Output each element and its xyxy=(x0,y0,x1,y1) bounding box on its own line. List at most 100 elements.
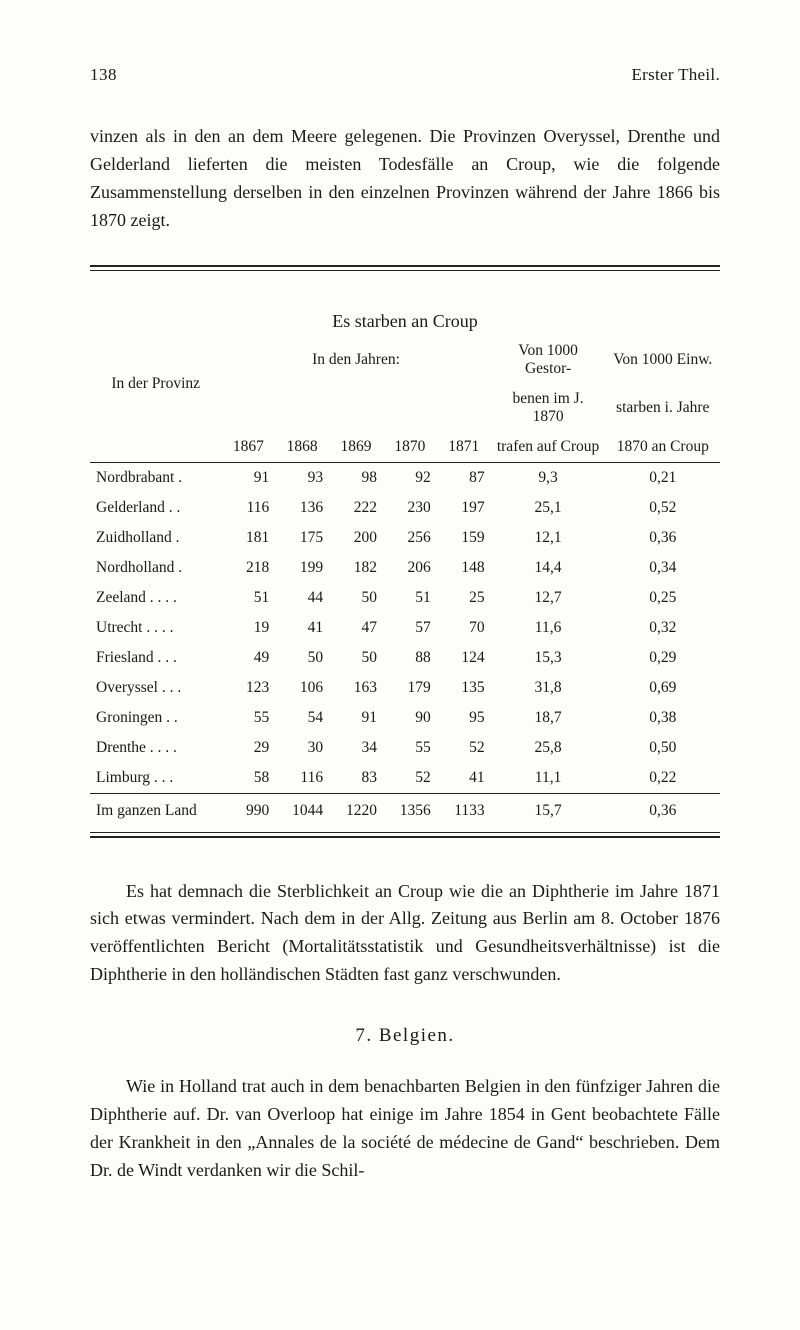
table-row: Utrecht . . . . 19 41 47 57 70 11,6 0,32 xyxy=(90,613,720,643)
table-row: Zeeland . . . . 51 44 50 51 25 12,7 0,25 xyxy=(90,583,720,613)
col-header-einw-3: 1870 an Croup xyxy=(606,432,720,463)
cell-val: 55 xyxy=(383,733,437,763)
cell-prov: Overyssel . . . xyxy=(90,673,221,703)
table-row: Drenthe . . . . 29 30 34 55 52 25,8 0,50 xyxy=(90,733,720,763)
cell-prov: Groningen . . xyxy=(90,703,221,733)
col-header-einw-2: starben i. Jahre xyxy=(606,384,720,432)
cell-val: 29 xyxy=(221,733,275,763)
cell-val: 50 xyxy=(329,583,383,613)
cell-val: 90 xyxy=(383,703,437,733)
col-header-gestor-3: trafen auf Croup xyxy=(491,432,606,463)
cell-val: 55 xyxy=(221,703,275,733)
cell-g: 15,7 xyxy=(491,793,606,826)
col-header-jahren: In den Jahren: xyxy=(221,336,490,384)
cell-val: 159 xyxy=(437,523,491,553)
cell-prov: Limburg . . . xyxy=(90,763,221,794)
cell-val: 197 xyxy=(437,493,491,523)
cell-val: 218 xyxy=(221,553,275,583)
col-header-einw-1: Von 1000 Einw. xyxy=(606,336,720,384)
cell-e: 0,52 xyxy=(606,493,720,523)
cell-val: 136 xyxy=(275,493,329,523)
croup-table: In der Provinz In den Jahren: Von 1000 G… xyxy=(90,336,720,826)
cell-val: 179 xyxy=(383,673,437,703)
page: 138 Erster Theil. vinzen als in den an d… xyxy=(0,0,800,1330)
cell-e: 0,38 xyxy=(606,703,720,733)
cell-val: 116 xyxy=(221,493,275,523)
table-row: Gelderland . . 116 136 222 230 197 25,1 … xyxy=(90,493,720,523)
cell-prov: Nordbrabant . xyxy=(90,462,221,493)
cell-g: 18,7 xyxy=(491,703,606,733)
cell-prov-sum: Im ganzen Land xyxy=(90,793,221,826)
cell-val: 34 xyxy=(329,733,383,763)
cell-e: 0,36 xyxy=(606,523,720,553)
col-header-year-1870: 1870 xyxy=(383,432,437,463)
paragraph-3-text: Wie in Holland trat auch in dem benachba… xyxy=(90,1076,720,1180)
cell-val: 54 xyxy=(275,703,329,733)
page-header: 138 Erster Theil. xyxy=(90,65,720,85)
cell-prov: Gelderland . . xyxy=(90,493,221,523)
cell-e: 0,36 xyxy=(606,793,720,826)
cell-val: 41 xyxy=(275,613,329,643)
table-row: Nordholland . 218 199 182 206 148 14,4 0… xyxy=(90,553,720,583)
cell-val: 95 xyxy=(437,703,491,733)
cell-val: 92 xyxy=(383,462,437,493)
cell-g: 12,7 xyxy=(491,583,606,613)
cell-val: 124 xyxy=(437,643,491,673)
cell-val: 51 xyxy=(383,583,437,613)
table-row: Nordbrabant . 91 93 98 92 87 9,3 0,21 xyxy=(90,462,720,493)
table-row: Zuidholland . 181 175 200 256 159 12,1 0… xyxy=(90,523,720,553)
cell-val: 87 xyxy=(437,462,491,493)
cell-e: 0,34 xyxy=(606,553,720,583)
cell-e: 0,50 xyxy=(606,733,720,763)
cell-val: 163 xyxy=(329,673,383,703)
cell-e: 0,69 xyxy=(606,673,720,703)
cell-val: 52 xyxy=(383,763,437,794)
cell-val: 116 xyxy=(275,763,329,794)
cell-val: 49 xyxy=(221,643,275,673)
cell-val: 51 xyxy=(221,583,275,613)
cell-g: 14,4 xyxy=(491,553,606,583)
cell-e: 0,21 xyxy=(606,462,720,493)
cell-val: 1133 xyxy=(437,793,491,826)
cell-val: 222 xyxy=(329,493,383,523)
cell-val: 70 xyxy=(437,613,491,643)
cell-val: 135 xyxy=(437,673,491,703)
cell-val: 148 xyxy=(437,553,491,583)
cell-val: 199 xyxy=(275,553,329,583)
cell-e: 0,25 xyxy=(606,583,720,613)
cell-g: 11,6 xyxy=(491,613,606,643)
cell-g: 15,3 xyxy=(491,643,606,673)
cell-e: 0,29 xyxy=(606,643,720,673)
table-title: Es starben an Croup xyxy=(90,311,720,332)
cell-val: 1356 xyxy=(383,793,437,826)
cell-val: 25 xyxy=(437,583,491,613)
paragraph-2-text: Es hat demnach die Sterblichkeit an Crou… xyxy=(90,881,720,985)
table-row: Limburg . . . 58 116 83 52 41 11,1 0,22 xyxy=(90,763,720,794)
cell-val: 19 xyxy=(221,613,275,643)
cell-prov: Friesland . . . xyxy=(90,643,221,673)
cell-val: 93 xyxy=(275,462,329,493)
cell-prov: Nordholland . xyxy=(90,553,221,583)
cell-val: 990 xyxy=(221,793,275,826)
col-header-gestor-2: benen im J. 1870 xyxy=(491,384,606,432)
cell-val: 44 xyxy=(275,583,329,613)
cell-prov: Utrecht . . . . xyxy=(90,613,221,643)
cell-val: 200 xyxy=(329,523,383,553)
cell-e: 0,22 xyxy=(606,763,720,794)
cell-val: 57 xyxy=(383,613,437,643)
cell-val: 41 xyxy=(437,763,491,794)
cell-val: 1044 xyxy=(275,793,329,826)
cell-val: 98 xyxy=(329,462,383,493)
cell-g: 11,1 xyxy=(491,763,606,794)
cell-val: 175 xyxy=(275,523,329,553)
page-section-title: Erster Theil. xyxy=(631,65,720,85)
cell-val: 181 xyxy=(221,523,275,553)
cell-val: 91 xyxy=(329,703,383,733)
cell-val: 30 xyxy=(275,733,329,763)
col-header-year-1871: 1871 xyxy=(437,432,491,463)
cell-g: 31,8 xyxy=(491,673,606,703)
bottom-double-rule xyxy=(90,832,720,838)
col-header-gestor-1: Von 1000 Gestor- xyxy=(491,336,606,384)
cell-val: 50 xyxy=(275,643,329,673)
paragraph-3: Wie in Holland trat auch in dem benachba… xyxy=(90,1073,720,1185)
